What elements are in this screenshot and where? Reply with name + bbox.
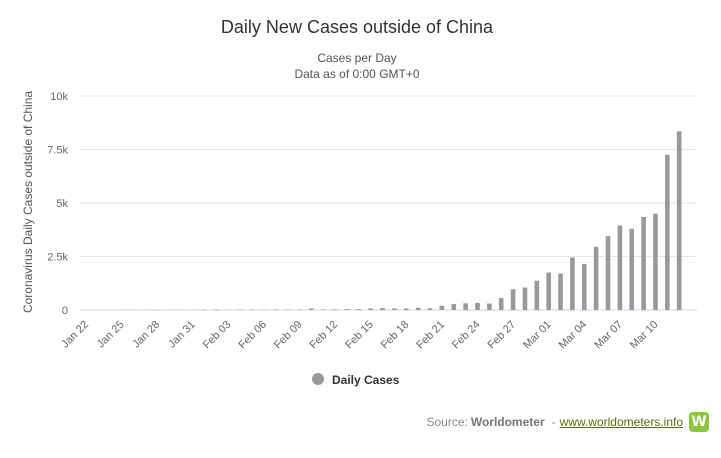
- source-credit: Source: Worldometer - www.worldometers.i…: [426, 412, 709, 432]
- bar[interactable]: [546, 272, 551, 310]
- x-tick-label: Feb 18: [379, 319, 412, 352]
- bar[interactable]: [498, 298, 504, 310]
- x-tick-label: Mar 07: [592, 319, 625, 352]
- bar[interactable]: [439, 305, 445, 310]
- x-tick-label: Feb 21: [414, 319, 447, 352]
- y-tick-label: 5k: [56, 198, 68, 210]
- bar[interactable]: [522, 287, 528, 310]
- x-tick-label: Jan 22: [59, 319, 91, 351]
- bar[interactable]: [392, 308, 397, 311]
- bar[interactable]: [487, 303, 492, 310]
- x-tick-label: Jan 25: [95, 319, 127, 351]
- bar[interactable]: [356, 309, 362, 310]
- chart-title: Daily New Cases outside of China: [221, 17, 494, 37]
- bar[interactable]: [368, 308, 373, 311]
- x-tick-label: Feb 15: [343, 319, 376, 352]
- x-tick-label: Feb 03: [201, 319, 234, 352]
- bar[interactable]: [214, 309, 219, 310]
- bar[interactable]: [593, 246, 599, 310]
- x-tick-label: Feb 24: [450, 319, 483, 352]
- bar[interactable]: [617, 225, 623, 310]
- bar[interactable]: [309, 308, 314, 311]
- bar[interactable]: [570, 257, 575, 310]
- bar[interactable]: [404, 308, 409, 311]
- bar[interactable]: [415, 307, 421, 310]
- x-tick-label: Feb 12: [308, 319, 341, 352]
- gridlines: [80, 95, 697, 311]
- y-tick-label: 0: [62, 305, 68, 317]
- bar[interactable]: [534, 280, 540, 310]
- source-separator: -: [551, 415, 556, 429]
- x-tick-label: Jan 28: [130, 319, 162, 351]
- bar[interactable]: [451, 304, 457, 310]
- bar[interactable]: [676, 131, 682, 310]
- legend-marker[interactable]: [312, 373, 324, 385]
- bar[interactable]: [558, 273, 563, 310]
- bar[interactable]: [427, 308, 433, 310]
- bar[interactable]: [581, 263, 587, 310]
- bar[interactable]: [273, 309, 279, 310]
- x-tick-label: Feb 27: [486, 319, 519, 352]
- bar[interactable]: [605, 236, 611, 310]
- bar[interactable]: [332, 309, 338, 310]
- x-tick-label: Feb 09: [272, 319, 305, 352]
- x-tick-label: Feb 06: [236, 319, 269, 352]
- x-axis-ticks: Jan 22 Jan 25 Jan 28 Jan 31 Feb 03 Feb 06 Feb …: [59, 319, 660, 352]
- bar[interactable]: [641, 216, 646, 310]
- bar[interactable]: [665, 154, 670, 310]
- source-prefix: Source:: [426, 415, 468, 429]
- y-axis-title: Coronavirus Daily Cases outside of China: [21, 91, 35, 313]
- legend[interactable]: Daily Cases: [312, 373, 400, 387]
- y-tick-label: 10k: [50, 91, 68, 103]
- y-tick-label: 7.5k: [47, 145, 68, 157]
- x-tick-label: Mar 01: [521, 319, 554, 352]
- legend-label[interactable]: Daily Cases: [332, 373, 400, 387]
- bar[interactable]: [653, 213, 658, 310]
- y-axis-ticks: 0 2.5k 5k 7.5k 10k: [47, 91, 68, 317]
- y-tick-label: 2.5k: [47, 252, 68, 264]
- bar[interactable]: [475, 302, 480, 310]
- bar[interactable]: [510, 289, 516, 310]
- chart-subtitle-line1: Cases per Day: [317, 51, 396, 65]
- chart-subtitle-line2: Data as of 0:00 GMT+0: [294, 67, 419, 81]
- bar[interactable]: [463, 303, 468, 310]
- worldometer-logo-icon[interactable]: W: [689, 412, 709, 432]
- x-tick-label: Jan 31: [166, 319, 198, 351]
- source-link[interactable]: www.worldometers.info: [559, 415, 683, 429]
- bar[interactable]: [380, 308, 385, 310]
- bar[interactable]: [320, 309, 326, 310]
- bar[interactable]: [629, 228, 635, 310]
- bar[interactable]: [344, 309, 350, 310]
- bar-series[interactable]: [83, 131, 682, 311]
- x-tick-label: Mar 04: [557, 319, 590, 352]
- source-name: Worldometer: [470, 415, 545, 429]
- x-tick-label: Mar 10: [628, 319, 661, 352]
